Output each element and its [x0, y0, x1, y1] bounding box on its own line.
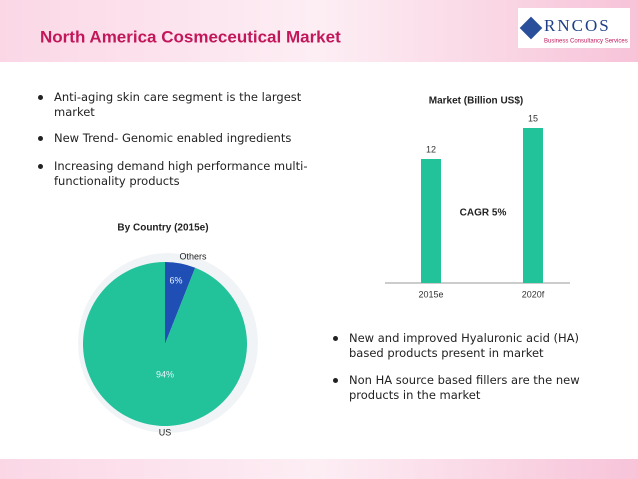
- logo-tagline: Business Consultancy Services: [544, 39, 628, 45]
- logo-text: RNCOS: [544, 16, 611, 35]
- category-label: US: [159, 427, 172, 437]
- bullet: Increasing demand high performance multi…: [36, 159, 324, 189]
- annotation: CAGR 5%: [460, 208, 507, 219]
- title: North America Cosmeceutical Market: [40, 27, 341, 46]
- pie-slice: [165, 262, 196, 344]
- bullet: Anti-aging skin care segment is the larg…: [36, 90, 324, 120]
- pie-slice: [82, 262, 247, 426]
- value-label: 15: [528, 113, 538, 123]
- bar: [421, 159, 441, 283]
- value-label: 6%: [169, 275, 182, 285]
- footer-band: [0, 459, 638, 479]
- chart-title: Market (Billion US$): [429, 96, 523, 107]
- value-label: 12: [426, 144, 436, 154]
- bullet: New Trend- Genomic enabled ingredients: [36, 131, 324, 146]
- x-tick-label: 2020f: [522, 289, 545, 299]
- chart-title: By Country (2015e): [117, 223, 208, 234]
- x-tick-label: 2015e: [418, 289, 443, 299]
- bullet: Non HA source based fillers are the new …: [331, 373, 589, 403]
- bar: [523, 128, 543, 283]
- bullet: New and improved Hyaluronic acid (HA) ba…: [331, 331, 589, 361]
- category-label: Others: [179, 251, 207, 261]
- value-label: 94%: [156, 369, 174, 379]
